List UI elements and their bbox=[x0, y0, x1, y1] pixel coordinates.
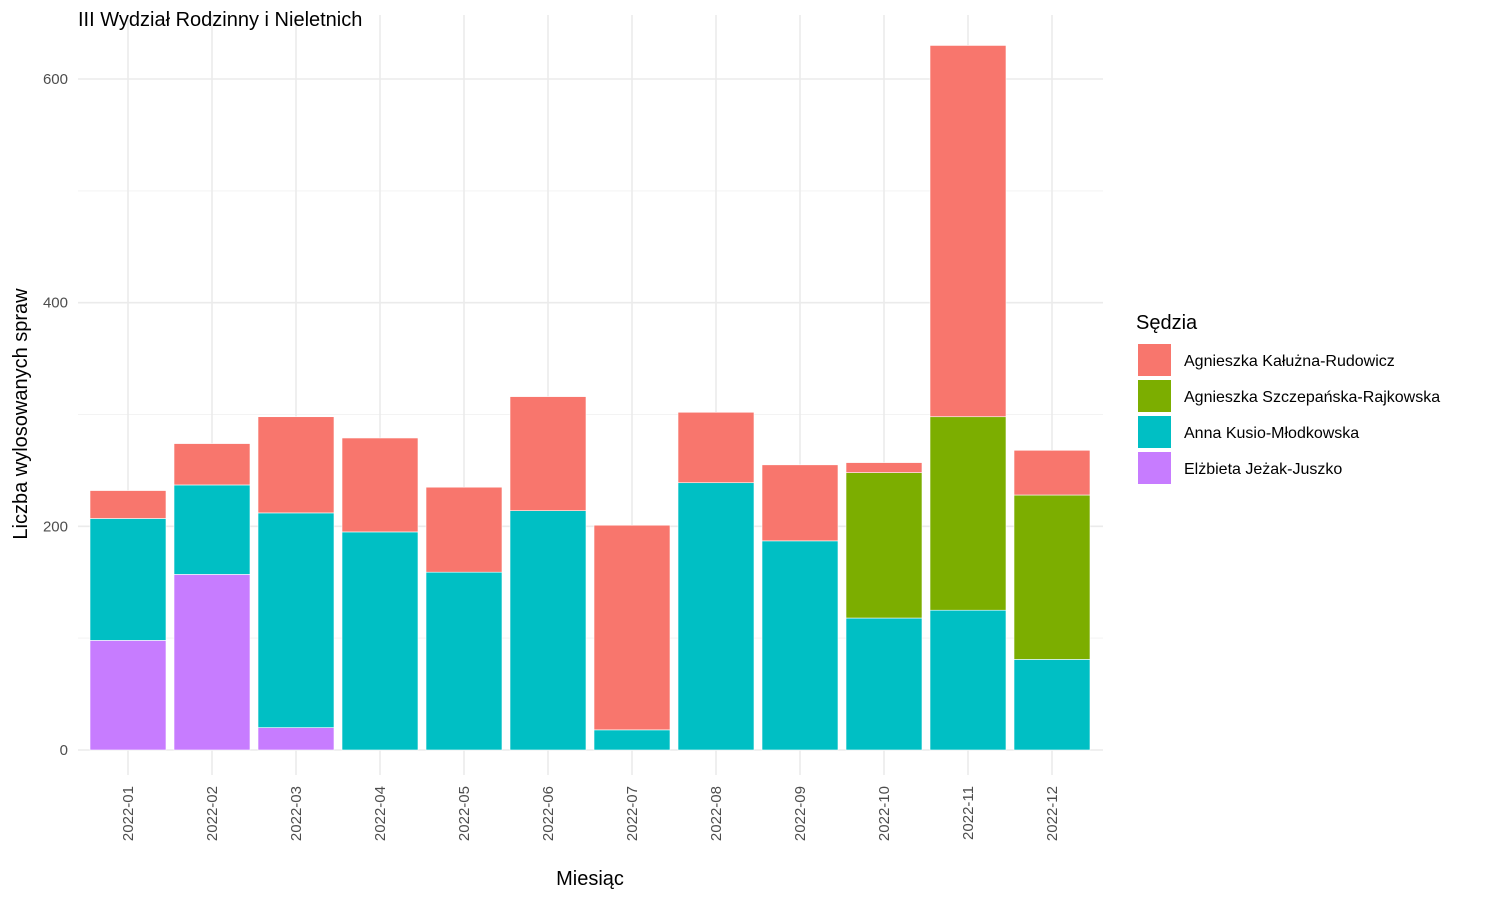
x-tick-label: 2022-07 bbox=[624, 786, 641, 841]
x-axis-ticks: 2022-01 2022-02 2022-03 2022-04 2022-05 2022-… bbox=[120, 786, 1061, 841]
legend: Sędzia Agnieszka Kałużna-Rudowicz Agniesz… bbox=[1136, 312, 1440, 484]
chart-title: III Wydział Rodzinny i Nieletnich bbox=[78, 9, 362, 31]
legend-swatch bbox=[1138, 452, 1171, 484]
x-tick-label: 2022-10 bbox=[876, 786, 893, 841]
x-tick-label: 2022-08 bbox=[708, 786, 725, 841]
bar-segment bbox=[593, 524, 671, 731]
y-axis-ticks: 0 200 400 600 bbox=[43, 71, 68, 759]
legend-label: Anna Kusio-Młodkowska bbox=[1184, 425, 1359, 442]
bar-segment bbox=[929, 416, 1007, 611]
y-axis-title: Liczba wylosowanych spraw bbox=[10, 288, 32, 540]
bar-segment bbox=[425, 571, 503, 751]
y-tick-label: 400 bbox=[43, 295, 68, 312]
y-tick-label: 0 bbox=[60, 742, 68, 759]
x-tick-label: 2022-03 bbox=[288, 786, 305, 841]
legend-label: Agnieszka Kałużna-Rudowicz bbox=[1184, 353, 1395, 370]
bar-segment bbox=[1013, 659, 1091, 751]
x-tick-label: 2022-09 bbox=[792, 786, 809, 841]
legend-title: Sędzia bbox=[1136, 312, 1198, 334]
bar-segment bbox=[341, 531, 419, 751]
bar-segment bbox=[761, 540, 839, 751]
bar-segment bbox=[677, 411, 755, 484]
legend-swatch bbox=[1138, 380, 1171, 412]
bar-segment bbox=[509, 510, 587, 751]
legend-swatch bbox=[1138, 344, 1171, 376]
bar-segment bbox=[677, 482, 755, 751]
bar-segment bbox=[173, 574, 251, 751]
x-tick-label: 2022-02 bbox=[204, 786, 221, 841]
bar-segment bbox=[1013, 449, 1091, 496]
bar-segment bbox=[173, 484, 251, 575]
bar-segment bbox=[341, 437, 419, 533]
bar-segment bbox=[845, 472, 923, 619]
bar-segment bbox=[257, 727, 335, 751]
bar-segment bbox=[89, 518, 167, 641]
x-tick-label: 2022-11 bbox=[960, 786, 977, 840]
bar-segment bbox=[425, 486, 503, 573]
bars bbox=[89, 45, 1091, 751]
bar-segment bbox=[761, 464, 839, 542]
x-tick-label: 2022-04 bbox=[372, 786, 389, 841]
bar-segment bbox=[173, 443, 251, 486]
bar-segment bbox=[89, 640, 167, 751]
legend-label: Elżbieta Jeżak-Juszko bbox=[1184, 461, 1342, 478]
x-tick-label: 2022-12 bbox=[1044, 786, 1061, 841]
x-tick-label: 2022-06 bbox=[540, 786, 557, 841]
x-axis-title: Miesiąc bbox=[556, 868, 624, 890]
bar-segment bbox=[1013, 494, 1091, 660]
bar-segment bbox=[257, 512, 335, 728]
y-tick-label: 200 bbox=[43, 518, 68, 535]
bar-segment bbox=[593, 729, 671, 751]
legend-label: Agnieszka Szczepańska-Rajkowska bbox=[1184, 389, 1440, 406]
x-tick-label: 2022-01 bbox=[120, 786, 137, 841]
x-tick-label: 2022-05 bbox=[456, 786, 473, 841]
bar-segment bbox=[509, 396, 587, 511]
bar-segment bbox=[929, 609, 1007, 751]
legend-swatch bbox=[1138, 416, 1171, 448]
bar-segment bbox=[89, 490, 167, 519]
bar-segment bbox=[929, 45, 1007, 418]
bar-segment bbox=[845, 462, 923, 473]
y-tick-label: 600 bbox=[43, 71, 68, 88]
bar-segment bbox=[257, 416, 335, 514]
bar-segment bbox=[845, 617, 923, 751]
